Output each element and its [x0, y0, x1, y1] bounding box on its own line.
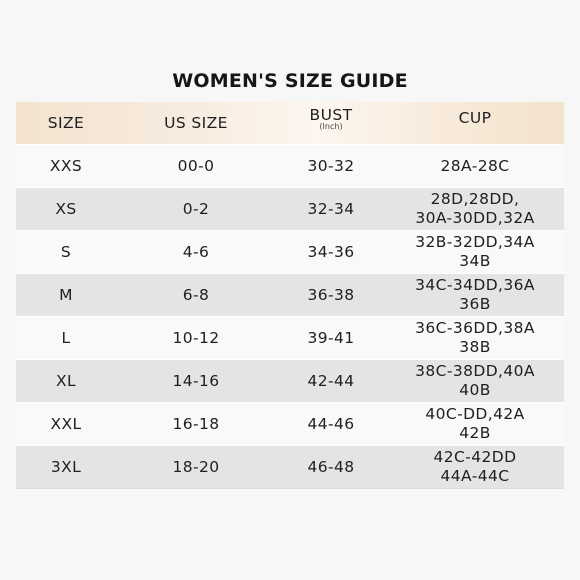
cup-line: 42B	[459, 424, 491, 442]
cup-line: 36B	[459, 295, 491, 313]
size-cell: M	[59, 285, 73, 304]
cup-cell: 42C-42DD 44A-44C	[386, 446, 564, 488]
us-size-cell: 0-2	[182, 199, 210, 218]
table-row: S 4-6 34-36 32B-32DD,34A 34B	[16, 230, 564, 273]
size-cell: XXL	[50, 414, 82, 433]
cup-line: 34B	[459, 252, 491, 270]
table-bottom-divider	[16, 488, 564, 489]
table-row: L 10-12 39-41 36C-36DD,38A 38B	[16, 316, 564, 359]
cup-cell: 32B-32DD,34A 34B	[386, 231, 564, 273]
table-row: XXS 00-0 30-32 28A-28C	[16, 144, 564, 187]
cup-line: 28A-28C	[440, 156, 510, 175]
bust-cell: 44-46	[307, 414, 355, 433]
cup-line: 42C-42DD	[433, 448, 517, 466]
size-cell: L	[61, 328, 71, 347]
table-row: XS 0-2 32-34 28D,28DD, 30A-30DD,32A	[16, 187, 564, 230]
cup-line: 44A-44C	[440, 467, 510, 485]
size-cell: XL	[55, 371, 77, 390]
header-cup: CUP	[458, 108, 492, 127]
bust-cell: 39-41	[307, 328, 355, 347]
page-title: WOMEN'S SIZE GUIDE	[172, 70, 408, 92]
bust-cell: 46-48	[307, 457, 355, 476]
bust-cell: 34-36	[307, 242, 355, 261]
size-cell: S	[60, 242, 72, 261]
us-size-cell: 00-0	[177, 156, 215, 175]
header-size: SIZE	[47, 113, 85, 132]
cup-line: 38B	[459, 338, 491, 356]
cup-line: 36C-36DD,38A	[415, 319, 535, 337]
cup-line: 40C-DD,42A	[425, 405, 525, 423]
table-row: M 6-8 36-38 34C-34DD,36A 36B	[16, 273, 564, 316]
size-cell: XS	[55, 199, 77, 218]
cup-cell: 34C-34DD,36A 36B	[386, 274, 564, 316]
cup-cell: 36C-36DD,38A 38B	[386, 317, 564, 359]
cup-cell: 28A-28C	[386, 145, 564, 187]
table-row: XL 14-16 42-44 38C-38DD,40A 40B	[16, 359, 564, 402]
table-header-row: SIZE US SIZE BUST (Inch) CUP	[16, 102, 564, 144]
us-size-cell: 6-8	[182, 285, 210, 304]
size-cell: 3XL	[50, 457, 82, 476]
us-size-cell: 10-12	[172, 328, 220, 347]
cup-cell: 28D,28DD, 30A-30DD,32A	[386, 188, 564, 230]
cup-line: 28D,28DD,	[430, 190, 520, 208]
bust-cell: 36-38	[307, 285, 355, 304]
cup-line: 32B-32DD,34A	[415, 233, 535, 251]
cup-cell: 38C-38DD,40A 40B	[386, 360, 564, 402]
cup-line: 34C-34DD,36A	[415, 276, 535, 294]
header-us-size: US SIZE	[164, 113, 228, 132]
cup-line: 30A-30DD,32A	[415, 209, 535, 227]
table-row: 3XL 18-20 46-48 42C-42DD 44A-44C	[16, 445, 564, 488]
bust-cell: 30-32	[307, 156, 355, 175]
cup-line: 38C-38DD,40A	[415, 362, 535, 380]
header-bust: BUST (Inch)	[276, 102, 386, 144]
cup-cell: 40C-DD,42A 42B	[386, 403, 564, 445]
bust-cell: 42-44	[307, 371, 355, 390]
table-row: XXL 16-18 44-46 40C-DD,42A 42B	[16, 402, 564, 445]
us-size-cell: 14-16	[172, 371, 220, 390]
header-bust-unit: (Inch)	[319, 122, 343, 131]
bust-cell: 32-34	[307, 199, 355, 218]
us-size-cell: 16-18	[172, 414, 220, 433]
size-cell: XXS	[49, 156, 83, 175]
size-guide-table: SIZE US SIZE BUST (Inch) CUP XXS 00-0 30…	[16, 102, 564, 489]
us-size-cell: 4-6	[182, 242, 210, 261]
cup-line: 40B	[459, 381, 491, 399]
header-bust-label: BUST	[309, 106, 353, 124]
us-size-cell: 18-20	[172, 457, 220, 476]
